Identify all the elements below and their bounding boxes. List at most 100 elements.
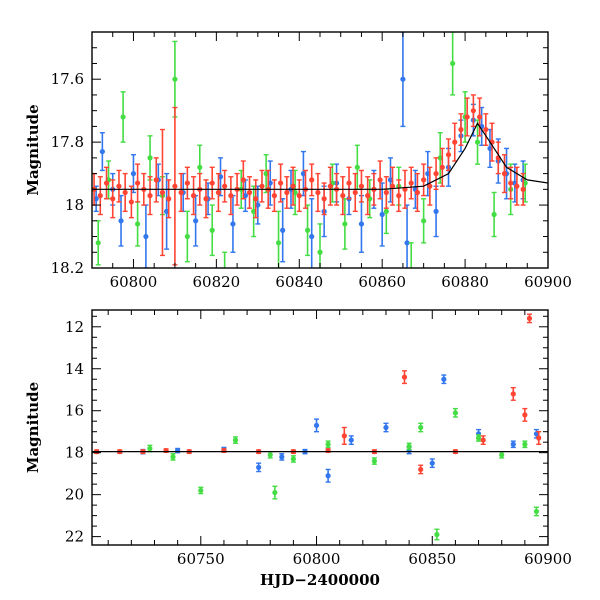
- point-marker: [272, 489, 278, 496]
- point-marker: [406, 443, 412, 449]
- point-marker: [441, 376, 447, 382]
- data-point: [483, 113, 489, 146]
- point-marker: [501, 171, 508, 177]
- point-marker: [120, 114, 126, 120]
- data-point: [240, 160, 246, 200]
- data-point: [340, 176, 346, 216]
- point-marker: [215, 189, 222, 196]
- data-point: [480, 435, 486, 445]
- data-point: [290, 455, 296, 463]
- point-marker: [290, 183, 296, 189]
- point-marker: [452, 139, 458, 145]
- point-marker: [178, 189, 184, 196]
- data-point: [279, 453, 285, 461]
- data-point: [120, 91, 126, 143]
- x-tick-label: 60900: [524, 273, 572, 291]
- x-tick-label: 60820: [193, 273, 241, 291]
- data-point: [246, 176, 253, 209]
- data-point: [122, 172, 128, 213]
- point-marker: [116, 183, 122, 189]
- data-point: [520, 172, 526, 206]
- data-point: [429, 458, 435, 469]
- data-point: [280, 198, 286, 263]
- point-marker: [458, 126, 464, 133]
- model-curve: [92, 122, 548, 190]
- point-marker: [296, 193, 302, 199]
- point-marker: [221, 447, 227, 454]
- point-marker: [313, 422, 320, 429]
- point-marker: [474, 139, 481, 145]
- point-marker: [352, 189, 358, 196]
- point-marker: [278, 180, 284, 186]
- data-point: [296, 179, 302, 213]
- point-marker: [143, 233, 149, 240]
- y-tick-label: 17.6: [51, 70, 84, 88]
- point-marker: [103, 180, 110, 186]
- data-point: [110, 179, 116, 219]
- data-point: [317, 223, 323, 268]
- x-axis-label: HJD−2400000: [260, 571, 380, 589]
- point-marker: [259, 183, 265, 189]
- data-point: [489, 122, 495, 162]
- x-tick-label: 60900: [524, 550, 572, 568]
- point-marker: [508, 180, 514, 186]
- data-point: [153, 157, 159, 203]
- point-marker: [315, 189, 321, 196]
- data-point: [408, 166, 414, 200]
- data-point: [99, 131, 105, 172]
- data-point: [163, 447, 169, 454]
- point-marker: [228, 193, 234, 199]
- data-point: [222, 251, 228, 268]
- point-marker: [536, 435, 542, 441]
- point-marker: [477, 114, 483, 120]
- point-marker: [280, 227, 286, 233]
- ticks: [91, 32, 549, 269]
- point-marker: [197, 164, 203, 170]
- point-marker: [433, 171, 439, 177]
- point-marker: [267, 452, 273, 458]
- point-marker: [365, 193, 371, 199]
- data-point: [325, 440, 331, 449]
- data-point: [228, 176, 234, 216]
- point-marker: [290, 456, 296, 462]
- point-marker: [340, 193, 346, 199]
- data-point: [221, 447, 227, 454]
- point-marker: [184, 180, 190, 186]
- data-point: [103, 166, 110, 200]
- data-point: [346, 166, 352, 200]
- point-marker: [414, 189, 421, 196]
- point-marker: [522, 412, 528, 418]
- series-0: [93, 32, 526, 268]
- data-point: [418, 464, 424, 475]
- point-marker: [170, 454, 176, 460]
- data-point: [452, 407, 459, 418]
- point-marker: [342, 221, 348, 227]
- data-point: [140, 449, 146, 455]
- data-point: [348, 435, 354, 445]
- data-point: [315, 172, 321, 213]
- data-point: [522, 440, 528, 449]
- y-tick-label: 22: [65, 528, 84, 546]
- data-point: [474, 119, 481, 165]
- point-marker: [128, 199, 134, 205]
- point-marker: [325, 447, 331, 454]
- data-point: [159, 128, 166, 257]
- point-marker: [166, 196, 172, 202]
- point-marker: [510, 441, 516, 447]
- data-point: [215, 172, 222, 213]
- data-point: [499, 450, 505, 459]
- point-marker: [309, 177, 315, 183]
- data-point: [116, 169, 122, 203]
- bottom-panel: 60750 60800 60850 60900 12 14 16 18 20 22 Magnitud…: [24, 309, 572, 589]
- point-marker: [358, 221, 365, 227]
- point-marker: [198, 487, 204, 494]
- point-marker: [230, 221, 236, 227]
- x-tick-label: 60800: [110, 273, 158, 291]
- point-marker: [99, 148, 105, 155]
- point-marker: [427, 183, 433, 189]
- data-point: [533, 506, 540, 517]
- data-point: [147, 176, 153, 216]
- point-marker: [522, 441, 528, 447]
- point-marker: [209, 227, 215, 233]
